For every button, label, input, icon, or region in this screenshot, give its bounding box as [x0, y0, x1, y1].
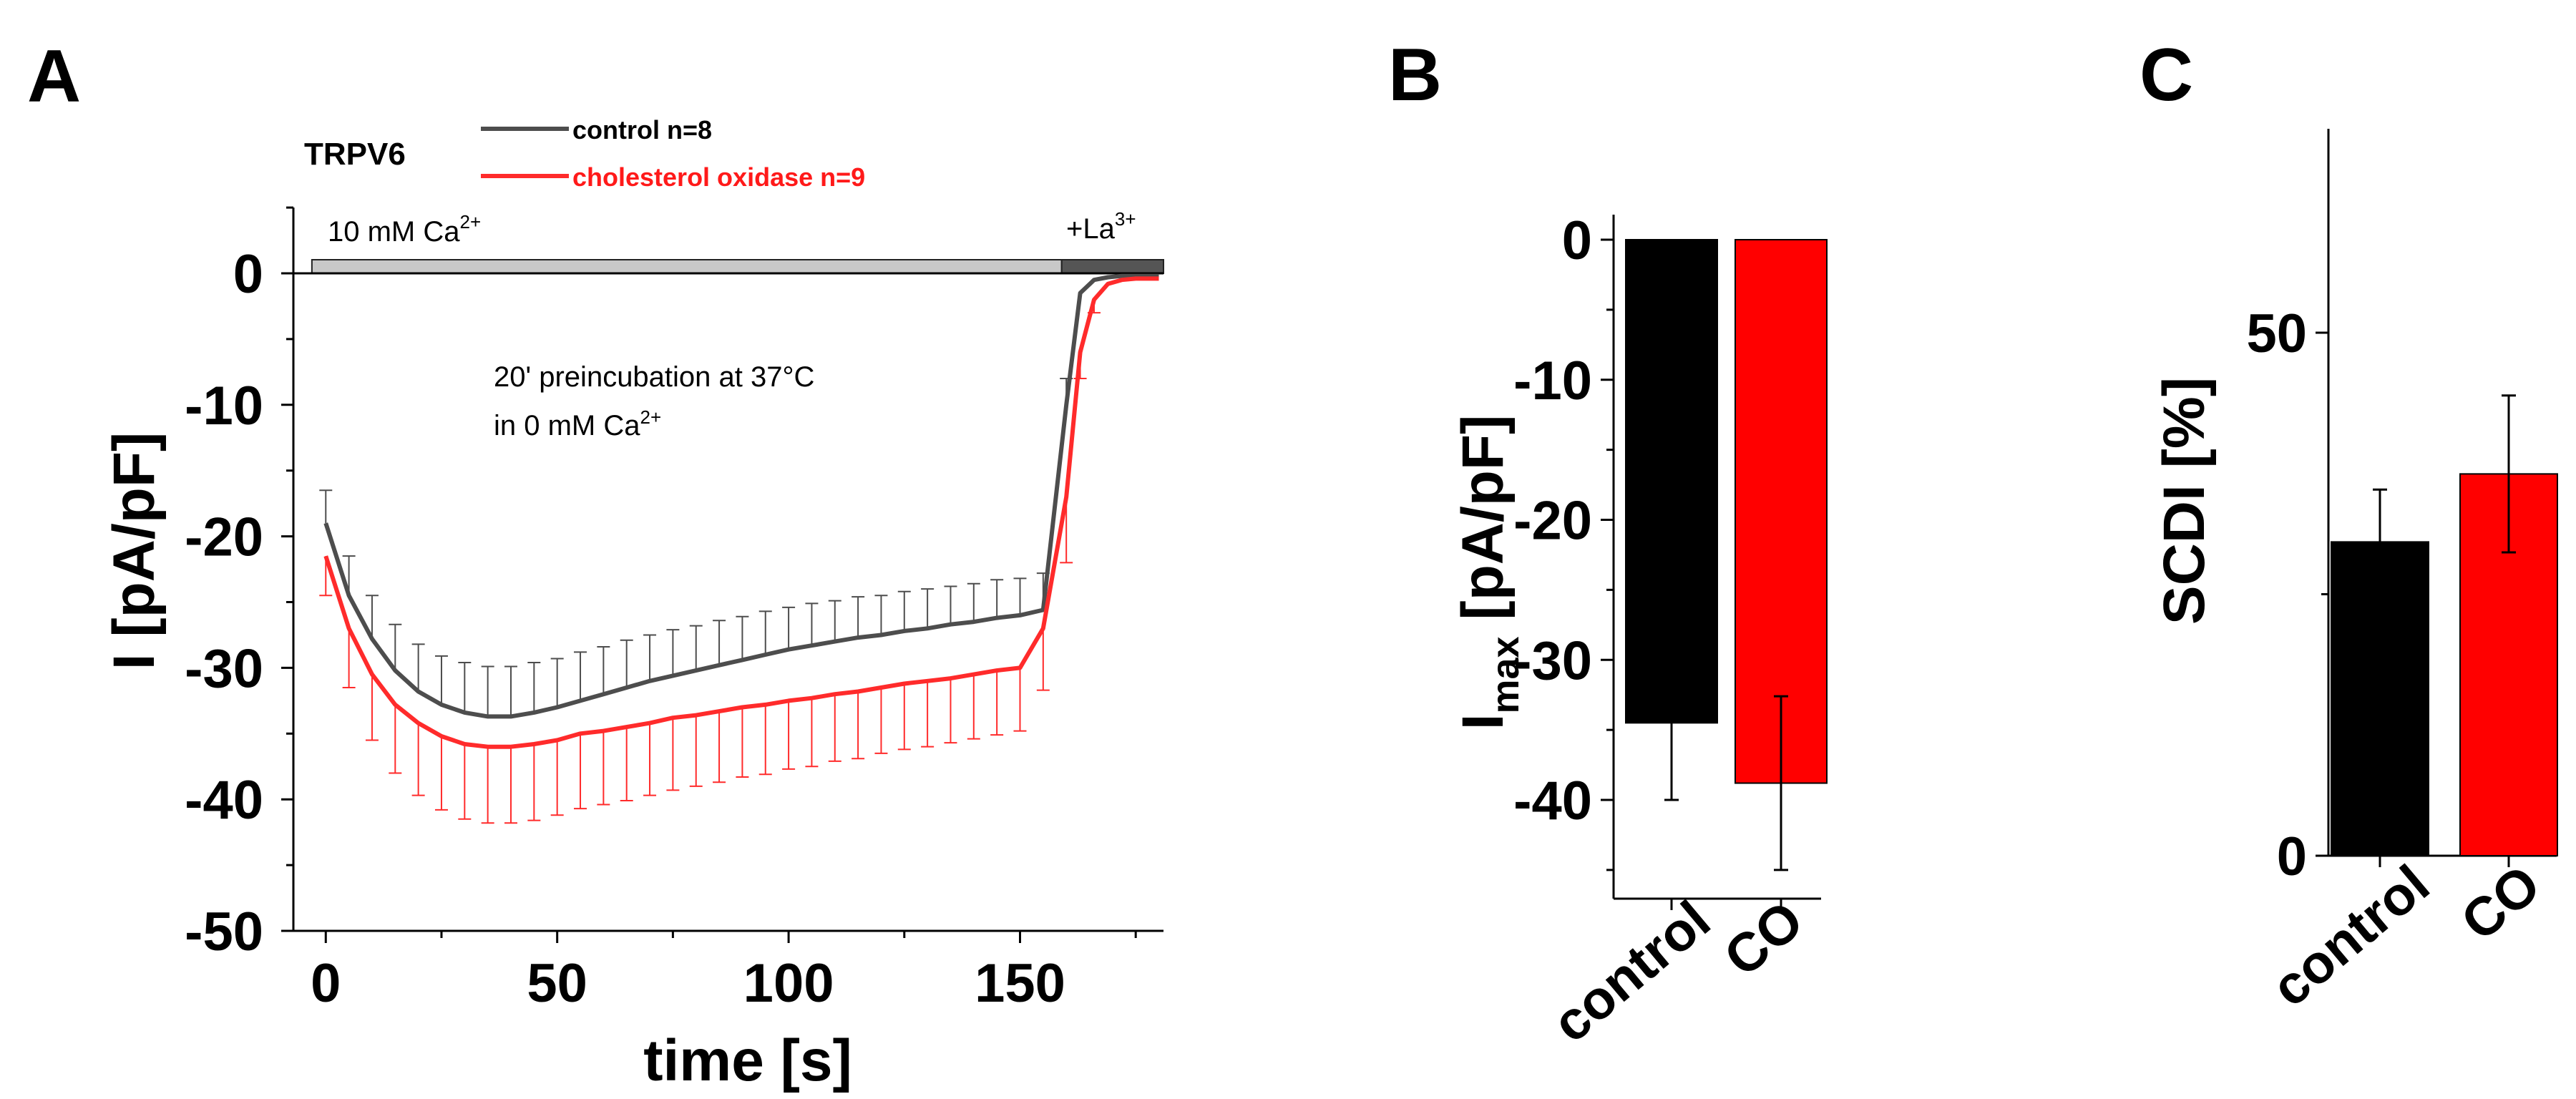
- panel-a-construct-label: TRPV6: [304, 137, 406, 172]
- panel-b-chart: 0 -10 -20 -30 -40 Imax [pA/pF] control CO: [1450, 210, 1828, 1055]
- panel-letter-b: B: [1388, 34, 1442, 117]
- la-bar-label: +La3+: [1066, 208, 1136, 245]
- panel-c-chart: 050 SCDI [%] control CO: [2152, 129, 2558, 1019]
- panel-c-bars: [2331, 394, 2558, 867]
- panel-letter-a: A: [27, 35, 81, 118]
- panel-letter-c: C: [2140, 34, 2193, 117]
- panel-b-category-co: CO: [1713, 889, 1815, 988]
- y-tick-label: -40: [185, 770, 263, 831]
- x-tick-label: 100: [743, 953, 834, 1014]
- preincubation-annotation-line2: in 0 mM Ca2+: [494, 406, 661, 441]
- panel-b-y-axis-title: Imax [pA/pF]: [1450, 415, 1527, 731]
- y-tick-label: -30: [185, 638, 263, 699]
- panel-a-series: [319, 273, 1159, 824]
- panel-a-x-ticks: 0 50 100 150: [311, 931, 1137, 1014]
- y-tick-label: 0: [1562, 210, 1592, 271]
- bar-co: [1735, 239, 1828, 784]
- legend-cholesterol-oxidase-label: cholesterol oxidase n=9: [572, 162, 865, 192]
- panel-c-y-ticks: 0 50: [2246, 303, 2328, 887]
- panel-a-application-bars: [293, 259, 1165, 275]
- legend-control-label: control n=8: [572, 115, 712, 145]
- bar-control: [1625, 239, 1718, 724]
- la-application-bar: [1060, 259, 1165, 274]
- y-tick-label: -40: [1513, 771, 1592, 831]
- y-tick-label: -30: [1513, 630, 1592, 691]
- panel-b-bars: [1625, 239, 1828, 910]
- y-tick-label: -20: [1513, 491, 1592, 552]
- panel-b-y-ticks: 0 -10 -20 -30 -40: [1513, 210, 1614, 871]
- panel-a-x-axis-title: time [s]: [643, 1028, 852, 1093]
- x-tick-label: 50: [527, 953, 587, 1014]
- x-tick-label: 0: [311, 953, 341, 1014]
- preincubation-annotation-line1: 20' preincubation at 37°C: [494, 361, 814, 393]
- panel-c-category-co: CO: [2450, 854, 2552, 952]
- panel-a-y-axis-title: I [pA/pF]: [102, 432, 167, 670]
- ca-application-bar: [311, 259, 1063, 274]
- panel-b-category-control: control: [1541, 889, 1722, 1055]
- y-tick-label: 0: [2277, 826, 2307, 887]
- ca-bar-label: 10 mM Ca2+: [328, 211, 481, 248]
- cholesterol-oxidase-series-line: [323, 276, 1159, 749]
- y-tick-label: 50: [2246, 303, 2307, 364]
- y-tick-label: -20: [185, 507, 263, 568]
- y-tick-label: -10: [185, 376, 263, 436]
- y-tick-label: -10: [1513, 351, 1592, 411]
- x-tick-label: 150: [975, 953, 1065, 1014]
- y-tick-label: -50: [185, 902, 263, 962]
- panel-c-y-axis-title: SCDI [%]: [2152, 377, 2217, 625]
- panel-a-y-ticks: 0 -10 -20 -30 -40 -50: [185, 206, 293, 962]
- y-tick-label: 0: [233, 244, 263, 305]
- panel-a-chart: 0 -10 -20 -30 -40 -50 0 50 100 150 TRPV6 control…: [102, 115, 1165, 1093]
- control-series-line: [323, 273, 1159, 719]
